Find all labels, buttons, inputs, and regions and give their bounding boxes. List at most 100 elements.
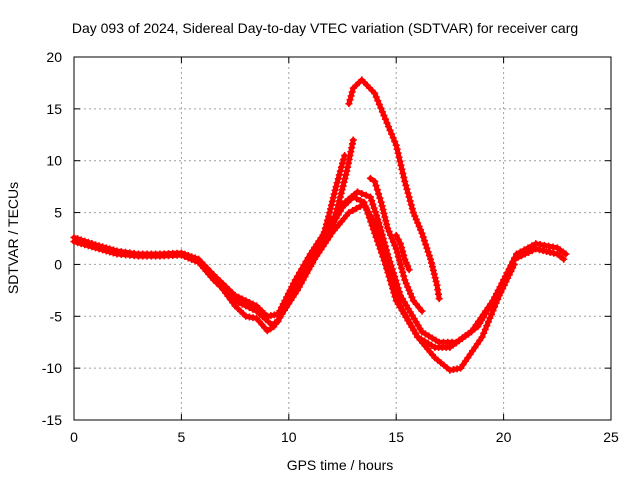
data-point-marker <box>341 174 349 182</box>
data-point-marker <box>422 240 430 248</box>
data-point-marker <box>342 171 350 179</box>
data-point-marker <box>400 251 408 259</box>
data-point-marker <box>393 145 401 153</box>
series-track-7 <box>366 174 426 315</box>
data-point-marker <box>532 240 540 248</box>
data-point-marker <box>378 246 386 254</box>
data-point-marker <box>403 185 411 193</box>
data-point-marker <box>370 204 378 212</box>
data-point-marker <box>491 303 499 311</box>
data-point-marker <box>510 260 518 268</box>
data-point-marker <box>242 297 250 305</box>
data-point-marker <box>331 212 339 220</box>
data-point-marker <box>549 243 557 251</box>
y-tick-label: -5 <box>50 308 63 324</box>
data-point-marker <box>536 241 544 249</box>
data-point-marker <box>338 186 346 194</box>
y-tick-label: 10 <box>46 153 62 169</box>
plot-area-frame <box>73 56 612 421</box>
data-point-marker <box>384 266 392 274</box>
data-point-marker <box>177 249 185 257</box>
data-point-marker <box>356 202 364 210</box>
data-point-marker <box>302 257 310 265</box>
data-point-marker <box>327 201 335 209</box>
data-point-marker <box>346 96 354 104</box>
data-point-marker <box>427 259 435 267</box>
data-point-marker <box>528 242 536 250</box>
data-point-marker <box>378 202 386 210</box>
data-point-marker <box>184 252 192 260</box>
data-point-marker <box>378 108 386 116</box>
data-point-marker <box>409 209 417 217</box>
data-point-marker <box>91 241 99 249</box>
data-point-marker <box>524 244 532 252</box>
data-point-marker <box>396 157 404 165</box>
data-point-marker <box>343 167 351 175</box>
data-point-marker <box>407 201 415 209</box>
data-point-marker <box>392 141 400 149</box>
data-point-marker <box>293 272 301 280</box>
data-point-marker <box>374 97 382 105</box>
series-line <box>196 201 517 373</box>
data-point-marker <box>296 269 304 277</box>
data-point-marker <box>401 255 409 263</box>
data-point-marker <box>358 190 366 198</box>
data-point-marker <box>387 277 395 285</box>
data-point-marker <box>238 295 246 303</box>
data-point-marker <box>388 235 396 242</box>
data-point-marker <box>347 148 355 156</box>
data-point-marker <box>483 322 491 330</box>
data-point-marker <box>330 190 338 198</box>
x-tick-label: 5 <box>178 429 186 445</box>
data-point-marker <box>428 263 436 271</box>
y-tick-label: -10 <box>42 360 62 376</box>
data-point-marker <box>372 223 380 231</box>
data-point-marker <box>431 274 439 282</box>
data-point-marker <box>520 246 528 254</box>
data-point-marker <box>486 314 494 322</box>
data-point-marker <box>386 126 394 134</box>
data-point-marker <box>84 238 92 246</box>
series-group <box>70 76 570 374</box>
x-tick-label: 15 <box>388 429 404 445</box>
data-point-marker <box>402 181 410 189</box>
data-point-marker <box>348 140 356 148</box>
data-point-marker <box>320 228 328 236</box>
data-point-marker <box>328 197 336 205</box>
data-point-marker <box>344 163 352 171</box>
data-point-marker <box>408 293 416 301</box>
data-point-marker <box>382 217 390 225</box>
data-point-marker <box>381 213 389 221</box>
data-point-marker <box>349 136 357 144</box>
data-point-marker <box>373 227 381 235</box>
data-point-marker <box>106 245 114 253</box>
data-point-marker <box>70 233 78 241</box>
data-point-marker <box>516 248 524 256</box>
data-point-marker <box>418 229 426 237</box>
data-point-marker <box>373 186 381 194</box>
data-point-marker <box>379 250 387 258</box>
data-point-marker <box>344 159 352 167</box>
x-tick-label: 25 <box>603 429 619 445</box>
data-point-marker <box>372 93 380 101</box>
data-point-marker <box>369 215 377 223</box>
data-point-marker <box>356 196 364 204</box>
data-point-marker <box>395 153 403 161</box>
data-point-marker <box>337 163 345 171</box>
data-point-marker <box>414 219 422 227</box>
data-point-marker <box>386 273 394 281</box>
data-point-marker <box>372 182 380 190</box>
data-point-marker <box>304 254 312 262</box>
data-point-marker <box>235 293 243 301</box>
data-point-marker <box>102 244 110 252</box>
series-track-1 <box>70 193 568 351</box>
data-point-marker <box>326 209 334 217</box>
data-point-marker <box>375 235 383 242</box>
data-point-marker <box>366 174 374 182</box>
data-point-marker <box>396 260 404 268</box>
data-point-marker <box>425 252 433 260</box>
series-line <box>71 189 569 345</box>
data-point-marker <box>404 283 412 291</box>
data-point-marker <box>81 237 89 245</box>
data-point-marker <box>407 290 415 298</box>
